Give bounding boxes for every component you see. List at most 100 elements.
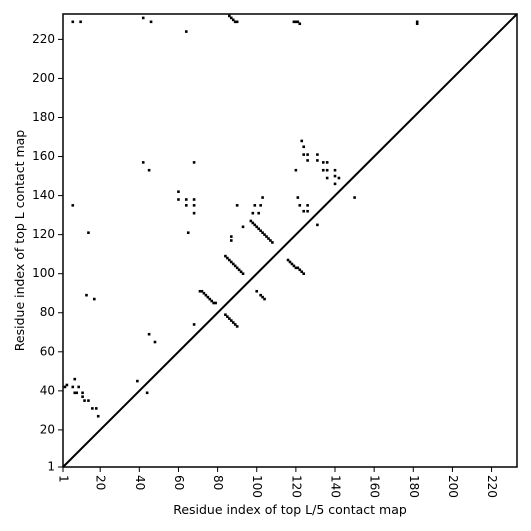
contact-point	[253, 204, 257, 207]
y-tick-label: 120	[32, 227, 55, 241]
contact-point	[288, 260, 292, 264]
contact-point	[192, 204, 196, 207]
contact-point	[200, 289, 204, 293]
contact-point	[228, 14, 231, 18]
contact-point	[259, 204, 262, 207]
y-axis-title: Residue index of top L contact map	[12, 130, 27, 351]
y-tick-label: 180	[32, 110, 55, 124]
contact-point	[302, 272, 305, 275]
contact-point	[239, 270, 243, 274]
contact-point	[141, 161, 145, 164]
contact-point	[79, 20, 82, 24]
contact-point	[91, 407, 94, 410]
contact-point	[263, 233, 266, 236]
contact-point	[229, 239, 233, 242]
contact-point	[294, 168, 298, 172]
contact-point	[269, 239, 272, 242]
contact-point	[233, 264, 237, 268]
contact-point	[141, 16, 145, 20]
contact-point	[212, 301, 215, 305]
contact-point	[235, 266, 239, 270]
x-axis-title: Residue index of top L/5 contact map	[173, 502, 407, 517]
contact-point	[186, 231, 190, 234]
contact-point	[228, 258, 231, 262]
contact-point	[198, 289, 202, 293]
contact-point	[231, 321, 235, 324]
contact-point	[235, 204, 239, 207]
contact-point	[224, 254, 227, 258]
contact-point	[251, 221, 255, 225]
x-tick-label: 40	[133, 475, 147, 490]
x-tick-label: 200	[446, 475, 460, 498]
contact-point	[192, 161, 196, 164]
contact-point	[229, 260, 233, 264]
x-tick-label: 1	[57, 475, 71, 483]
contact-point	[224, 313, 227, 316]
contact-point	[235, 325, 239, 328]
contact-marks	[63, 14, 419, 418]
contact-point	[296, 196, 300, 199]
contact-point	[333, 182, 337, 186]
contact-point	[192, 323, 196, 326]
contact-point	[233, 20, 237, 24]
contact-point	[302, 209, 305, 213]
plot-frame	[62, 13, 518, 468]
contact-point	[73, 377, 77, 381]
x-tick-label: 160	[368, 475, 382, 498]
contact-point	[229, 235, 233, 238]
contact-point	[235, 20, 239, 24]
contact-point	[290, 262, 294, 266]
contact-point	[296, 20, 300, 24]
contact-point	[316, 153, 319, 156]
contact-point	[259, 229, 262, 233]
y-tick-label: 1	[47, 460, 55, 474]
y-tick-label: 40	[40, 383, 55, 397]
contact-point	[177, 190, 180, 193]
contact-point	[306, 159, 309, 162]
contact-point	[83, 399, 86, 402]
contact-point	[228, 317, 231, 320]
contact-point	[298, 268, 302, 272]
contact-point	[294, 266, 298, 270]
contact-point	[184, 198, 188, 201]
contact-point	[353, 196, 356, 199]
x-tick-label: 140	[329, 475, 343, 498]
contact-point	[306, 153, 309, 156]
contact-point	[94, 407, 98, 410]
x-tick-label: 120	[289, 475, 303, 498]
y-tick-label: 80	[40, 305, 55, 319]
contact-point	[73, 391, 77, 395]
contact-point	[149, 20, 153, 24]
contact-point	[192, 211, 196, 215]
contact-point	[333, 168, 337, 172]
contact-point	[147, 332, 151, 336]
contact-point	[302, 145, 305, 149]
contact-point	[85, 293, 88, 297]
contact-point	[271, 241, 274, 244]
contact-point	[415, 22, 419, 26]
contact-point	[302, 153, 305, 156]
contact-point	[65, 383, 69, 387]
contact-point	[231, 262, 235, 266]
contact-point	[261, 196, 264, 199]
x-tick-label: 180	[407, 475, 421, 498]
x-tick-label: 20	[94, 475, 108, 490]
contact-point	[241, 225, 245, 229]
contact-point	[214, 301, 217, 305]
contact-point	[259, 293, 262, 297]
contact-point	[229, 16, 233, 20]
contact-point	[267, 237, 270, 240]
contact-point	[241, 272, 245, 275]
contact-point	[292, 20, 296, 24]
contact-point	[81, 395, 84, 399]
contact-point	[192, 198, 196, 201]
contact-point	[96, 414, 100, 418]
x-tick-label: 100	[250, 475, 264, 498]
contact-point	[71, 204, 75, 207]
contact-point	[253, 223, 257, 227]
contact-point	[204, 293, 208, 297]
contact-point	[333, 174, 337, 178]
contact-point	[145, 391, 149, 395]
contact-point	[255, 289, 259, 293]
